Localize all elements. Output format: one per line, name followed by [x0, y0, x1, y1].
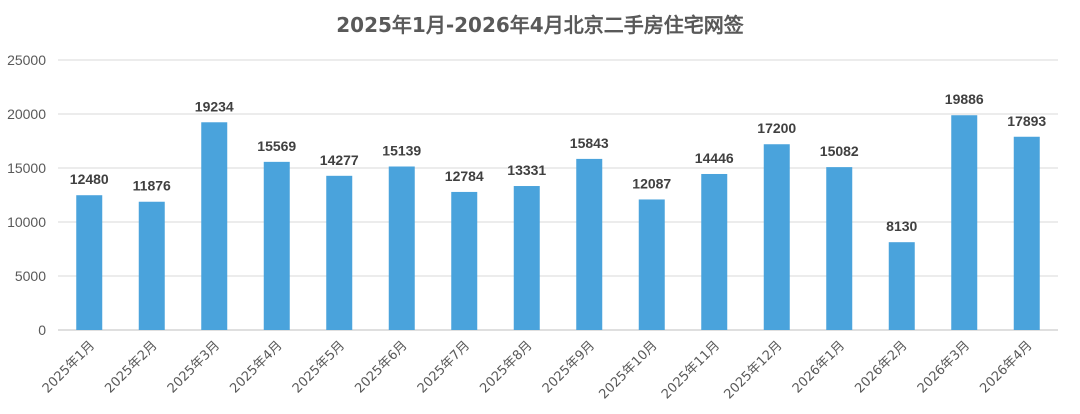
x-tick-label: 2025年7月 — [415, 338, 473, 396]
x-tick-label: 2026年2月 — [852, 338, 910, 396]
data-label: 11876 — [133, 178, 171, 194]
y-tick-label: 15000 — [7, 160, 46, 176]
data-label: 15843 — [570, 135, 609, 151]
bar — [76, 195, 103, 330]
data-label: 8130 — [886, 218, 917, 234]
data-label: 14446 — [695, 150, 734, 166]
x-tick-label: 2025年9月 — [540, 338, 598, 396]
x-tick-label: 2026年3月 — [915, 338, 973, 396]
bar — [388, 166, 415, 330]
data-label: 12784 — [445, 168, 484, 184]
bar — [326, 175, 353, 330]
x-tick-label: 2025年4月 — [227, 338, 285, 396]
data-label: 15139 — [382, 142, 421, 158]
bar — [763, 144, 790, 330]
x-tick-label: 2025年8月 — [477, 338, 535, 396]
bar — [138, 201, 165, 330]
data-label: 14277 — [320, 152, 359, 168]
bar — [513, 186, 540, 330]
bar — [951, 115, 978, 330]
data-label: 19886 — [945, 91, 984, 107]
data-label: 12480 — [70, 171, 109, 187]
x-tick-label: 2025年3月 — [165, 338, 223, 396]
data-label: 15569 — [257, 138, 296, 154]
x-tick-label: 2025年12月 — [721, 338, 785, 402]
bar — [701, 173, 728, 330]
y-tick-label: 5000 — [15, 268, 46, 284]
y-tick-label: 20000 — [7, 106, 46, 122]
x-tick-label: 2025年11月 — [659, 338, 723, 402]
data-labels: 12480 11876 19234 15569 14277 15139 12784 13331… — [70, 91, 1047, 234]
data-label: 17200 — [757, 120, 796, 136]
data-label: 12087 — [632, 175, 671, 191]
bar — [826, 167, 853, 330]
bar — [451, 191, 478, 330]
bar — [638, 199, 665, 330]
y-tick-label: 10000 — [7, 214, 46, 230]
bar — [263, 161, 290, 330]
data-label: 13331 — [507, 162, 546, 178]
bar — [201, 122, 228, 330]
bars — [76, 115, 1040, 330]
x-tick-label: 2025年5月 — [290, 338, 348, 396]
y-axis-ticks: 0 5000 10000 15000 20000 25000 — [7, 52, 46, 338]
data-label: 17893 — [1007, 113, 1046, 129]
data-label: 15082 — [820, 143, 859, 159]
data-label: 19234 — [195, 98, 234, 114]
y-tick-label: 25000 — [7, 52, 46, 68]
bar — [888, 242, 915, 330]
x-tick-label: 2025年6月 — [352, 338, 410, 396]
x-tick-label: 2025年2月 — [102, 338, 160, 396]
x-tick-label: 2025年10月 — [596, 338, 660, 402]
x-tick-label: 2026年1月 — [790, 338, 848, 396]
chart-title: 2025年1月-2026年4月北京二手房住宅网签 — [336, 13, 744, 37]
x-tick-label: 2026年4月 — [977, 338, 1035, 396]
x-axis-ticks: 2025年1月 2025年2月 2025年3月 2025年4月 2025年5月 2025年… — [40, 338, 1036, 402]
bar — [576, 158, 603, 330]
x-tick-label: 2025年1月 — [40, 338, 98, 396]
bar — [1013, 136, 1040, 330]
y-tick-label: 0 — [38, 322, 46, 338]
